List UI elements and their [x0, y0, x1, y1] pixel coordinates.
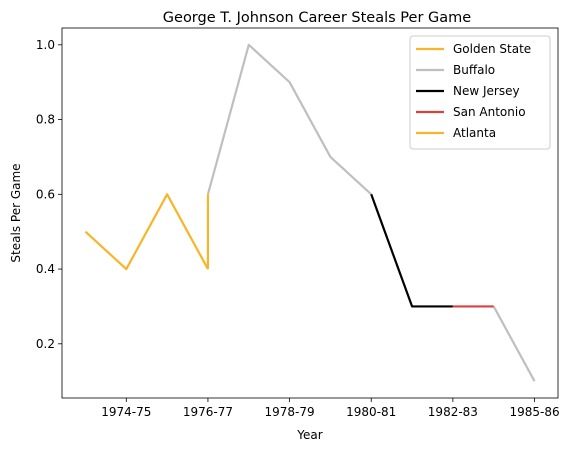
axes-frame [61, 27, 559, 399]
legend-label: Atlanta [453, 126, 496, 140]
x-axis-ticks: 1974-75 1976-77 1978-79 1980-81 1982-83 1985-… [101, 398, 560, 419]
x-tick-label: 1976-77 [183, 405, 233, 419]
x-tick-label: 1982-83 [428, 405, 478, 419]
series-line-buffalo [206, 43, 372, 196]
chart-title: George T. Johnson Career Steals Per Game [163, 10, 471, 26]
plot-lines [84, 43, 536, 382]
x-axis-label: Year [296, 428, 322, 442]
x-tick-label: 1978-79 [265, 405, 315, 419]
legend-label: Golden State [453, 42, 531, 56]
y-tick-label: 0.4 [36, 262, 55, 276]
series-line-new-jersey [370, 193, 453, 308]
y-axis-ticks: 0.2 0.4 0.6 0.8 1.0 [36, 38, 62, 351]
x-tick-label: 1980-81 [346, 405, 396, 419]
legend-label: San Antonio [453, 105, 526, 119]
x-tick-label: 1985-86 [509, 405, 559, 419]
series-line-extra-0 [492, 305, 536, 382]
y-tick-label: 0.8 [36, 113, 55, 127]
y-tick-label: 0.2 [36, 337, 55, 351]
legend: Golden State Buffalo New Jersey San Antonio… [409, 35, 551, 150]
y-tick-label: 1.0 [36, 38, 55, 52]
series-line-golden-state [84, 193, 209, 271]
y-tick-label: 0.6 [36, 187, 55, 201]
legend-box [409, 35, 551, 150]
legend-label: Buffalo [453, 63, 495, 77]
legend-label: New Jersey [453, 84, 520, 98]
y-axis-label: Steals Per Game [9, 163, 23, 262]
x-tick-label: 1974-75 [101, 405, 151, 419]
